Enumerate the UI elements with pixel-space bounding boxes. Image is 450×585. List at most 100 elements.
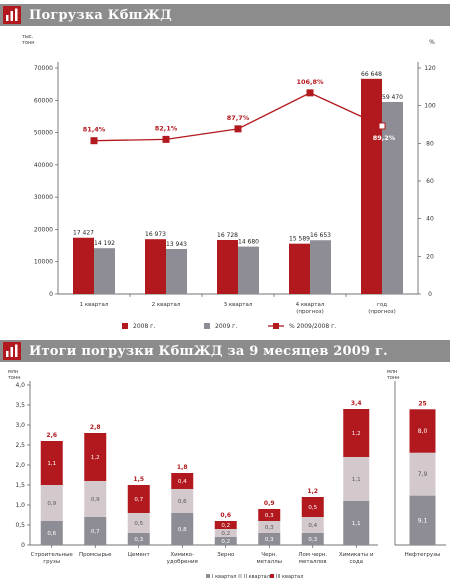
bar-2009 xyxy=(94,248,115,294)
stacked-segment xyxy=(171,513,194,545)
stacked-segment xyxy=(343,409,370,457)
stacked-segment xyxy=(409,495,436,545)
pct-label: 106,8% xyxy=(296,78,324,86)
pct-label: 87,7% xyxy=(227,114,250,122)
stacked-segment xyxy=(40,521,63,545)
bar-2009 xyxy=(382,101,403,294)
bar-value-label: 17 427 xyxy=(73,230,94,237)
stacked-segment xyxy=(214,529,237,537)
stacked-segment xyxy=(214,537,237,545)
bar-2008 xyxy=(73,237,94,294)
stacked-segment xyxy=(84,517,107,545)
legend-label: III квартал xyxy=(276,574,303,580)
stacked-segment xyxy=(343,457,370,501)
y-tick-label: 70000 xyxy=(34,65,53,72)
x-tick-label: грузы xyxy=(43,559,60,565)
stacked-segment xyxy=(409,409,436,453)
segment-label: 0,9 xyxy=(47,501,56,507)
x-tick-label: металлов xyxy=(299,559,327,565)
y-axis-unit: тонн xyxy=(8,375,21,381)
section-title: Погрузка КбшЖД xyxy=(29,7,172,23)
total-label: 1,5 xyxy=(133,476,144,483)
segment-label: 8,0 xyxy=(418,428,428,435)
x-tick-label: сода xyxy=(349,559,363,565)
pct-marker xyxy=(306,89,314,97)
legend-swatch xyxy=(270,574,274,578)
legend-swatch-2008 xyxy=(122,323,128,329)
y-axis-unit: тонн xyxy=(387,375,400,381)
stacked-segment xyxy=(301,517,324,533)
segment-label: 0,7 xyxy=(91,529,100,535)
stacked-segment xyxy=(40,441,63,485)
y2-axis-unit: % xyxy=(429,39,435,46)
section-header-loading: Погрузка КбшЖД xyxy=(0,4,450,26)
quarterly-loading-chart: тыс.тонн % 0 10000 20000 30000 40000 50000 60000… xyxy=(22,34,436,330)
y-tick-label: 2,0 xyxy=(15,462,25,469)
x-tick-label: Химико- xyxy=(170,552,194,558)
segment-label: 0,6 xyxy=(178,499,187,505)
y-tick-label: 20000 xyxy=(34,226,53,233)
stacked-segment xyxy=(343,501,370,545)
stacked-segment xyxy=(258,521,281,533)
y-tick-label: 60000 xyxy=(34,97,53,104)
segment-label: 0,3 xyxy=(265,525,274,531)
pct-label: 81,4% xyxy=(83,126,106,134)
bar-chart-icon xyxy=(3,6,21,24)
y2-tick-label: 20 xyxy=(426,253,434,260)
x-tick-label: Лом черн. xyxy=(298,552,327,558)
bar-value-label: 66 648 xyxy=(361,71,382,78)
bar-2009 xyxy=(166,248,187,294)
pct-marker xyxy=(378,122,386,130)
bar-2008 xyxy=(217,239,238,294)
segment-label: 7,9 xyxy=(418,471,428,478)
stacked-segment xyxy=(127,513,150,533)
bar-2008 xyxy=(145,239,166,294)
bar-2008 xyxy=(289,243,310,294)
y-tick-label: 40000 xyxy=(34,162,53,169)
stacked-segment xyxy=(127,485,150,513)
stacked-segment xyxy=(171,473,194,489)
stacked-segment xyxy=(84,433,107,481)
y-tick-label: 10000 xyxy=(34,259,53,266)
pct-marker xyxy=(162,135,170,143)
total-label: 3,4 xyxy=(351,400,362,407)
total-label: 1,2 xyxy=(307,488,318,495)
bar-value-label: 16 653 xyxy=(310,232,331,239)
stacked-segment xyxy=(258,509,281,521)
pct-label: 89,2% xyxy=(373,134,396,142)
segment-label: 1,1 xyxy=(352,521,361,527)
stacked-segment xyxy=(214,521,237,529)
x-tick-label: 3 квартал xyxy=(224,302,253,308)
segment-label: 0,7 xyxy=(134,497,143,503)
segment-label: 1,1 xyxy=(352,477,361,483)
y2-tick-label: 100 xyxy=(424,103,436,110)
total-label: 0,6 xyxy=(220,512,231,519)
x-tick-label: Промсырье xyxy=(79,552,112,558)
y-tick-label: 0 xyxy=(21,542,25,549)
x-tick-label: 4 квартал xyxy=(296,302,325,308)
x-tick-label: удобрения xyxy=(167,559,198,565)
bar-chart-icon xyxy=(3,342,21,360)
y-tick-label: 2,5 xyxy=(15,442,25,449)
bar-value-label: 14 192 xyxy=(94,240,115,247)
x-tick-label: 2 квартал xyxy=(152,302,181,308)
x-tick-label: Цемент xyxy=(128,552,151,558)
total-label: 2,6 xyxy=(46,432,57,439)
pct-label: 82,1% xyxy=(155,124,178,132)
stacked-segment xyxy=(127,533,150,545)
legend-label: 2008 г. xyxy=(133,323,155,330)
segment-label: 1,2 xyxy=(91,455,100,461)
legend-label: 2009 г. xyxy=(215,323,237,330)
segment-label: 9,1 xyxy=(418,517,428,524)
y-tick-label: 1,5 xyxy=(15,482,25,489)
stacked-segment xyxy=(84,481,107,517)
segment-label: 0,3 xyxy=(134,537,143,543)
x-tick-label: металлы xyxy=(257,559,282,565)
segment-label: 0,3 xyxy=(265,513,274,519)
x-tick-label: Черн. xyxy=(261,552,277,558)
bar-value-label: 14 680 xyxy=(238,239,259,246)
segment-label: 0,4 xyxy=(178,479,187,485)
total-label: 0,9 xyxy=(264,500,275,507)
y-tick-label: 3,0 xyxy=(15,422,25,429)
total-label: 25 xyxy=(418,400,426,407)
